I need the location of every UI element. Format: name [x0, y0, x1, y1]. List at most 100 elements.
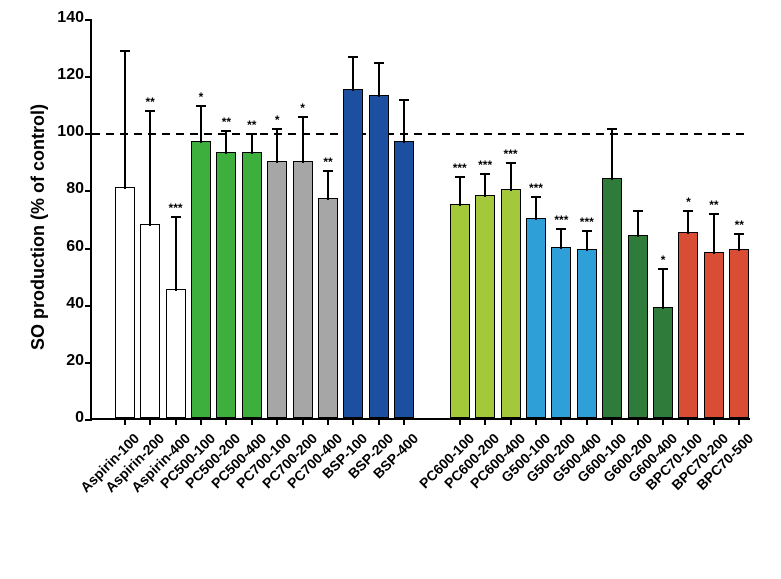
error-cap	[658, 268, 668, 270]
x-tick-mark	[662, 418, 664, 425]
significance-marker: ***	[169, 201, 183, 215]
x-tick-mark	[713, 418, 715, 425]
bar	[267, 161, 287, 418]
x-tick-mark	[200, 418, 202, 425]
y-tick-label: 120	[57, 66, 92, 84]
bar	[678, 232, 698, 418]
error-cap	[734, 233, 744, 235]
error-bar	[276, 129, 278, 163]
error-cap	[272, 128, 282, 130]
error-cap	[145, 110, 155, 112]
error-cap	[196, 105, 206, 107]
bar	[242, 152, 262, 418]
significance-marker: **	[735, 218, 744, 232]
significance-marker: **	[709, 198, 718, 212]
bar	[293, 161, 313, 418]
error-cap	[247, 133, 257, 135]
x-tick-mark	[484, 418, 486, 425]
significance-marker: ***	[504, 147, 518, 161]
x-tick-mark	[352, 418, 354, 425]
error-bar	[611, 129, 613, 180]
plot-area: Aspirin-100**Aspirin-200***Aspirin-400*P…	[90, 20, 750, 420]
x-tick-mark	[124, 418, 126, 425]
x-tick-mark	[378, 418, 380, 425]
x-tick-mark	[459, 418, 461, 425]
significance-marker: ***	[529, 181, 543, 195]
x-tick-mark	[611, 418, 613, 425]
error-bar	[560, 229, 562, 249]
significance-marker: ***	[478, 158, 492, 172]
x-tick-mark	[276, 418, 278, 425]
error-bar	[378, 63, 380, 97]
bar	[653, 307, 673, 418]
error-bar	[484, 174, 486, 197]
significance-marker: **	[247, 118, 256, 132]
error-cap	[506, 162, 516, 164]
bar	[602, 178, 622, 418]
x-tick-mark	[738, 418, 740, 425]
significance-marker: ***	[580, 215, 594, 229]
error-bar	[352, 57, 354, 91]
error-bar	[327, 171, 329, 200]
error-bar	[175, 217, 177, 291]
y-tick-label: 140	[57, 9, 92, 27]
error-bar	[302, 117, 304, 163]
x-tick-mark	[510, 418, 512, 425]
chart-container: SO production (% of control) Aspirin-100…	[0, 0, 781, 579]
x-tick-mark	[327, 418, 329, 425]
error-cap	[556, 228, 566, 230]
x-tick-mark	[637, 418, 639, 425]
error-cap	[298, 116, 308, 118]
y-tick-label: 40	[66, 295, 92, 313]
error-bar	[535, 197, 537, 220]
error-cap	[120, 50, 130, 52]
error-cap	[455, 176, 465, 178]
x-tick-mark	[586, 418, 588, 425]
bar	[140, 224, 160, 418]
significance-marker: **	[145, 95, 154, 109]
error-bar	[738, 234, 740, 251]
bars-layer: Aspirin-100**Aspirin-200***Aspirin-400*P…	[92, 20, 750, 418]
error-bar	[510, 163, 512, 192]
bar	[216, 152, 236, 418]
significance-marker: ***	[453, 161, 467, 175]
y-tick-label: 100	[57, 123, 92, 141]
error-cap	[171, 216, 181, 218]
x-tick-mark	[687, 418, 689, 425]
y-tick-label: 60	[66, 238, 92, 256]
bar	[394, 141, 414, 418]
error-cap	[683, 210, 693, 212]
x-tick-mark	[175, 418, 177, 425]
error-bar	[637, 211, 639, 237]
error-cap	[607, 128, 617, 130]
bar	[191, 141, 211, 418]
bar	[577, 249, 597, 418]
bar	[628, 235, 648, 418]
y-tick-label: 20	[66, 352, 92, 370]
error-cap	[323, 170, 333, 172]
bar	[551, 247, 571, 418]
x-tick-mark	[403, 418, 405, 425]
error-cap	[582, 230, 592, 232]
error-bar	[225, 131, 227, 154]
error-bar	[251, 134, 253, 154]
error-bar	[149, 111, 151, 225]
bar	[343, 89, 363, 418]
bar	[166, 289, 186, 418]
error-bar	[713, 214, 715, 254]
error-bar	[403, 100, 405, 143]
significance-marker: **	[323, 155, 332, 169]
error-cap	[633, 210, 643, 212]
significance-marker: *	[661, 253, 666, 267]
bar	[501, 189, 521, 418]
error-bar	[586, 231, 588, 251]
error-bar	[662, 269, 664, 309]
error-bar	[200, 106, 202, 143]
error-bar	[687, 211, 689, 234]
error-cap	[480, 173, 490, 175]
x-tick-mark	[251, 418, 253, 425]
error-bar	[124, 51, 126, 188]
y-axis-label: SO production (% of control)	[28, 104, 49, 350]
bar	[475, 195, 495, 418]
significance-marker: *	[275, 113, 280, 127]
